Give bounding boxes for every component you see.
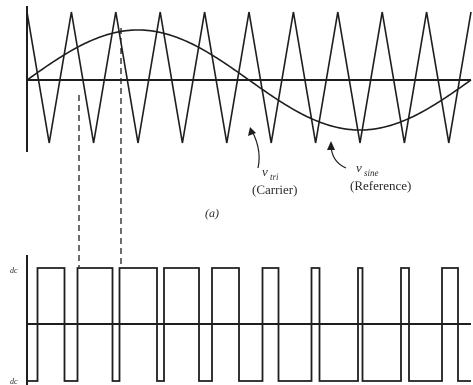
carrier-triangle-wave [26, 11, 472, 144]
lower-level-label: dc [10, 377, 18, 385]
panel-a-caption: (a) [205, 206, 219, 220]
reference-label-symbol: v [356, 160, 362, 175]
upper-level-label: dc [10, 266, 18, 275]
carrier-pointer-arrowhead [248, 127, 256, 136]
carrier-label-name: (Carrier) [252, 182, 297, 197]
panel-b: dc dc [10, 255, 471, 385]
reference-sine-wave [26, 29, 472, 131]
carrier-pointer-arrow [251, 130, 260, 169]
pwm-output-waveform [27, 267, 471, 382]
carrier-label-subscript: tri [270, 172, 279, 182]
reference-pointer-arrowhead [327, 141, 335, 150]
carrier-label-symbol: v [262, 164, 268, 179]
reference-label-subscript: sine [364, 168, 379, 178]
reference-label-name: (Reference) [350, 178, 411, 193]
projection-lines [78, 28, 122, 267]
panel-a: v tri (Carrier) v sine (Reference) (a) [26, 6, 472, 220]
